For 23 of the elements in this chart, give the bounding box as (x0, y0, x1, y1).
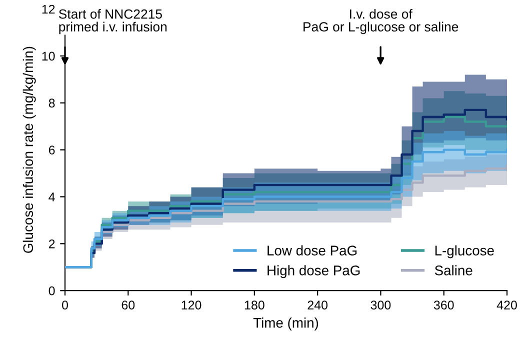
legend-label: Saline (434, 265, 472, 276)
y-tick-label: 0 (48, 286, 55, 296)
y-tick-label: 8 (48, 98, 55, 108)
annotation: Start of NNC2215 primed i.v. infusion (58, 9, 167, 34)
annotation: I.v. dose of PaG or L-glucose or saline (304, 9, 458, 34)
x-tick-label: 360 (434, 300, 454, 310)
x-tick-label: 180 (244, 300, 264, 310)
y-tick-label: 10 (42, 52, 55, 61)
y-tick-label: 4 (48, 192, 55, 202)
x-tick-label: 240 (308, 300, 328, 310)
x-tick-label: 0 (62, 300, 68, 310)
legend-label: Low dose PaG (268, 245, 357, 256)
x-tick-label: 120 (182, 300, 202, 310)
legend-label: High dose PaG (268, 265, 360, 278)
y-tick-label: 6 (48, 146, 55, 154)
x-tick-label: 420 (496, 300, 517, 310)
x-tick-label: 60 (122, 300, 135, 310)
x-axis-title: Time (min) (253, 318, 318, 330)
y-tick-label: 12 (42, 4, 55, 14)
y-tick-label: 2 (48, 239, 55, 248)
x-tick-label: 300 (370, 300, 391, 310)
legend-label: L-glucose (435, 245, 494, 258)
y-axis-title: Glucose infusion rate (mg/kg/min) (22, 46, 36, 253)
